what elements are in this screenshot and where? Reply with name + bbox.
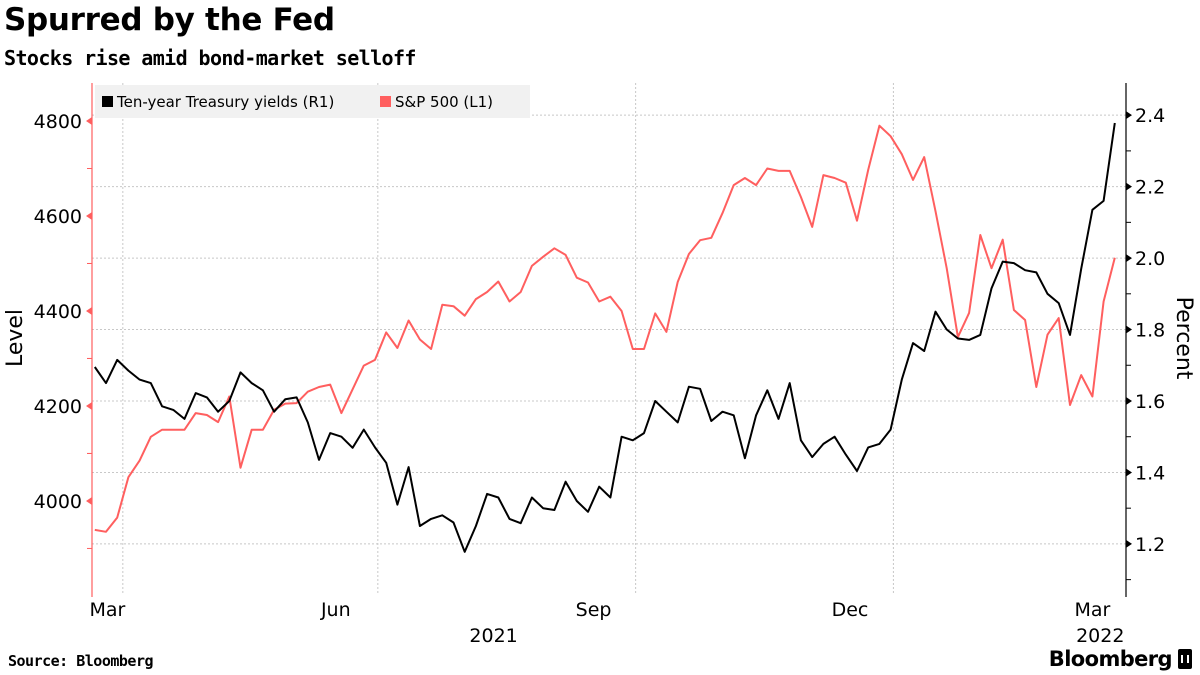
chart-subtitle: Stocks rise amid bond-market selloff	[4, 46, 416, 70]
x-month-label: Dec	[832, 599, 869, 621]
yield-line	[93, 122, 1116, 553]
right-tick-marker	[1126, 182, 1132, 191]
x-month-label: Mar	[89, 599, 125, 621]
right-tick-label: 1.4	[1135, 462, 1165, 484]
right-tick-label: 2.2	[1135, 177, 1165, 199]
right-tick-marker	[1126, 111, 1132, 120]
logo-text: Bloomberg	[1048, 647, 1173, 671]
legend-swatch-yield	[102, 96, 113, 107]
right-tick-label: 2.4	[1135, 105, 1165, 127]
left-tick-marker	[86, 306, 92, 315]
right-tick-marker	[1126, 325, 1132, 334]
left-tick-label: 4000	[34, 491, 82, 513]
legend-label-sp500: S&P 500 (L1)	[395, 93, 493, 111]
gridlines	[92, 83, 1126, 595]
left-tick-label: 4400	[34, 301, 82, 323]
x-month-label: Mar	[1074, 599, 1110, 621]
left-axis-title: Level	[3, 309, 28, 367]
right-tick-label: 1.8	[1135, 320, 1165, 342]
series-lines	[93, 122, 1116, 553]
left-tick-marker	[86, 401, 92, 410]
legend-background	[95, 85, 530, 118]
right-tick-marker	[1126, 539, 1132, 548]
legend: Ten-year Treasury yields (R1) S&P 500 (L…	[95, 85, 530, 118]
right-tick-marker	[1126, 254, 1132, 263]
bloomberg-chart-icon	[1178, 649, 1192, 669]
right-axis-title: Percent	[1171, 297, 1196, 380]
left-tick-label: 4800	[34, 111, 82, 133]
left-tick-marker	[86, 496, 92, 505]
legend-label-yield: Ten-year Treasury yields (R1)	[116, 93, 334, 111]
right-tick-label: 1.2	[1135, 534, 1165, 556]
x-month-label: Sep	[576, 599, 612, 621]
sp500-line	[94, 124, 1116, 533]
right-tick-marker	[1126, 396, 1132, 405]
x-year-label: 2021	[469, 625, 517, 647]
left-tick-marker	[86, 211, 92, 220]
x-month-label: Jun	[320, 599, 351, 621]
axes: 1.2 1.4 1.6 1.8 2.0 2.2 2.4 4000 4200 4400 4600 480…	[34, 83, 1165, 647]
right-tick-label: 2.0	[1135, 248, 1165, 270]
left-tick-marker	[86, 116, 92, 125]
right-tick-marker	[1126, 468, 1132, 477]
left-tick-label: 4600	[34, 206, 82, 228]
right-tick-label: 1.6	[1135, 391, 1165, 413]
chart-title: Spurred by the Fed	[4, 2, 335, 38]
left-tick-label: 4200	[34, 396, 82, 418]
source-note: Source: Bloomberg	[8, 652, 154, 670]
legend-swatch-sp500	[380, 96, 391, 107]
bloomberg-logo: Bloomberg	[1049, 647, 1192, 671]
x-year-label: 2022	[1076, 625, 1124, 647]
